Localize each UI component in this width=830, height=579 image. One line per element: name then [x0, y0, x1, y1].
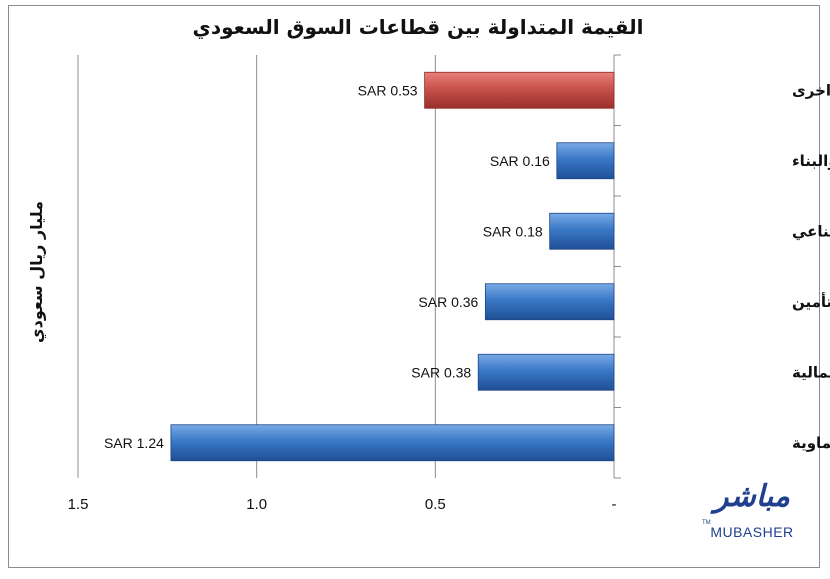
- x-tick-label: 0.5: [425, 496, 446, 513]
- x-tick-label: 1.0: [246, 496, 267, 513]
- data-label: SAR 0.16: [490, 153, 550, 169]
- category-label: التشييد والبناء: [792, 152, 830, 170]
- category-label: الأستثمار الصناعي: [792, 222, 830, 240]
- category-label: الصناعات والبتروكيماوية: [792, 434, 830, 452]
- gridlines: [77, 55, 436, 478]
- bar: [549, 212, 615, 250]
- data-labels: SAR 0.53 SAR 0.16 SAR 0.18 SAR 0.36 SAR 0.38…: [104, 82, 550, 451]
- x-tick-label: 1.5: [68, 496, 89, 513]
- data-label: SAR 0.36: [418, 294, 478, 310]
- logo-english: MUBASHER: [710, 524, 793, 540]
- data-label: SAR 1.24: [104, 435, 164, 451]
- tick-labels: 1.5 1.0 0.5 -: [68, 496, 617, 513]
- x-tick-label: -: [612, 496, 617, 513]
- category-label: المصارف والخدمات المالية: [792, 363, 830, 381]
- data-label: SAR 0.53: [358, 82, 418, 98]
- category-label: قطاعات اخرى: [792, 81, 830, 99]
- category-label: التأمين: [792, 292, 830, 311]
- y-axis-label: مليار ريال سعودي: [27, 201, 47, 343]
- category-labels: قطاعات اخرى التشييد والبناء الأستثمار الصن…: [792, 81, 830, 452]
- chart-frame: [8, 5, 820, 568]
- data-label: SAR 0.18: [483, 223, 543, 239]
- bar: [170, 424, 615, 462]
- bar: [477, 353, 615, 391]
- data-label: SAR 0.38: [411, 364, 471, 380]
- chart-title: القيمة المتداولة بين قطاعات السوق السعود…: [193, 15, 644, 40]
- bar: [484, 283, 615, 321]
- bars: [170, 71, 615, 462]
- bar: [424, 71, 615, 109]
- bar: [556, 142, 615, 180]
- logo-tm: TM: [702, 520, 711, 526]
- logo-arabic: مباشر: [710, 479, 790, 514]
- mubasher-logo: مباشر TM MUBASHER: [702, 479, 793, 540]
- value-axis: [613, 54, 621, 479]
